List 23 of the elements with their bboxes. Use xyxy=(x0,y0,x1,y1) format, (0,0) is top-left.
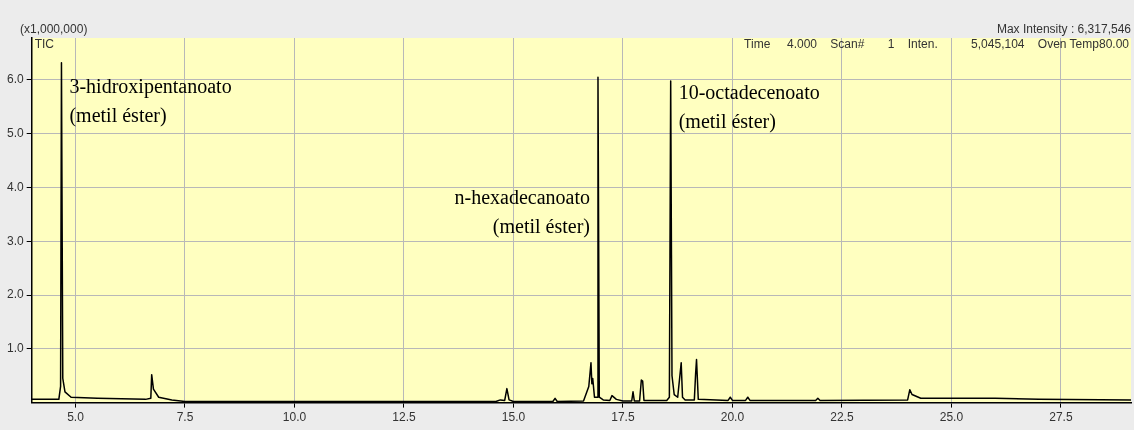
x-tick-label: 5.0 xyxy=(67,410,85,425)
x-tick-label: 25.0 xyxy=(939,410,964,425)
y-tick-label: 1.0 xyxy=(6,341,24,356)
annotation: 10-octadecenoato (metil éster) xyxy=(678,80,820,133)
annotation: n-hexadecanoato (metil éster) xyxy=(454,185,590,238)
y-tick-label: 2.0 xyxy=(6,287,24,302)
annotation: 3-hidroxipentanoato (metil éster) xyxy=(69,74,232,127)
x-tick-label: 12.5 xyxy=(392,410,416,425)
x-tick-label: 27.5 xyxy=(1049,410,1073,425)
annotation: Time 4.000 Scan# 1 Inten. 5,045,104 Oven Temp80.00 xyxy=(744,37,1130,52)
y-axis-title: (x1,000,000) xyxy=(20,22,88,37)
x-tick-label: 10.0 xyxy=(282,410,307,425)
annotation: TIC xyxy=(34,37,55,52)
y-tick-label: 3.0 xyxy=(6,233,24,248)
text: Max Intensity : 6,317,546 xyxy=(996,22,1132,37)
x-tick-label: 22.5 xyxy=(830,410,854,425)
y-tick-label: 4.0 xyxy=(6,179,24,194)
x-tick-label: 15.0 xyxy=(501,410,526,425)
y-tick-label: 6.0 xyxy=(6,72,24,87)
x-tick-label: 20.0 xyxy=(720,410,745,425)
y-tick-label: 5.0 xyxy=(6,126,24,141)
x-tick-label: 7.5 xyxy=(176,410,194,425)
x-tick-label: 17.5 xyxy=(611,410,635,425)
